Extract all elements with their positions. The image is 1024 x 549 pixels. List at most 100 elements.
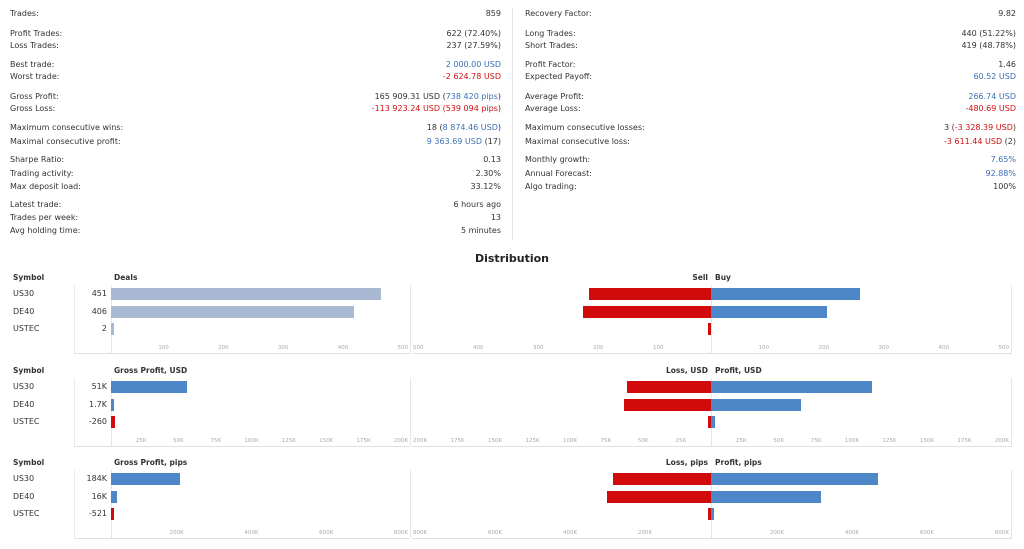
stat-label: Profit Trades: — [10, 29, 63, 38]
stat-label: Annual Forecast: — [525, 169, 592, 178]
side-chart-left-header: Loss, pips — [665, 458, 708, 467]
stat-trades-per-week: Trades per week: 13 — [10, 212, 501, 224]
side-chart-right-header: Profit, pips — [715, 458, 762, 467]
buy-bar-ustec — [711, 416, 715, 428]
stat-value-part: -113 923.24 USD ( — [371, 104, 446, 113]
grid-line — [74, 470, 75, 538]
stat-label: Max deposit load: — [10, 182, 81, 191]
sell-axis-tick: 50K — [638, 438, 649, 444]
stat-label: Maximum consecutive wins: — [10, 123, 124, 132]
stat-value: -480.69 USD — [965, 104, 1016, 113]
stat-value-part: (17) — [482, 137, 501, 146]
stat-label: Average Loss: — [525, 104, 581, 113]
trading-statistics: Trades: 859 Profit Trades: 622 (72.40%) Loss… — [10, 8, 1018, 240]
symbol-de40: DE40 — [13, 400, 35, 409]
stat-profit-factor: Profit Factor: 1.46 — [525, 59, 1016, 71]
stat-value: 2.30% — [475, 169, 501, 178]
stat-value: 13 — [490, 213, 501, 222]
stat-value: 9 363.69 USD (17) — [427, 136, 501, 148]
sell-bar-ustec — [708, 508, 711, 520]
buy-axis-tick: 300 — [878, 345, 890, 351]
stat-sharpe-ratio: Sharpe Ratio: 0.13 — [10, 154, 501, 166]
stat-gross-loss: Gross Loss: -113 923.24 USD (539 094 pips… — [10, 103, 501, 115]
stat-value-part: ) — [497, 92, 501, 101]
left-chart-header: Gross Profit, pips — [114, 458, 188, 467]
stat-value-part: ) — [1012, 123, 1016, 132]
stat-label: Profit Factor: — [525, 60, 576, 69]
grid-line — [1011, 378, 1012, 446]
stat-label: Maximal consecutive profit: — [10, 137, 121, 146]
stat-monthly-growth: Monthly growth: 7.65% — [525, 154, 1016, 166]
stat-label: Trades: — [10, 9, 39, 18]
symbol-us30: US30 — [13, 289, 35, 298]
stat-maximum-consecutive-losses: Maximum consecutive losses: 3 (-3 328.39 … — [525, 122, 1016, 134]
left-bar-ustec — [111, 416, 116, 428]
buy-bar-de40 — [711, 399, 801, 411]
grid-line — [410, 470, 411, 538]
stat-value: 5 minutes — [460, 226, 501, 235]
sell-bar-de40 — [624, 399, 711, 411]
symbol-ustec: USTEC — [13, 509, 40, 518]
row-value: 1.7K — [89, 400, 107, 409]
buy-axis-tick: 200 — [818, 345, 830, 351]
stat-value: 6 hours ago — [453, 200, 501, 209]
left-axis-tick: 50K — [173, 438, 184, 444]
stat-value: 165 909.31 USD (738 420 pips) — [375, 91, 501, 103]
left-axis-tick: 400K — [244, 530, 259, 536]
symbol-header: Symbol — [13, 366, 45, 375]
stat-label: Expected Payoff: — [525, 72, 593, 81]
stat-value: 9.82 — [998, 9, 1016, 18]
buy-axis-tick: 50K — [773, 438, 784, 444]
side-chart-right-header: Buy — [715, 273, 731, 282]
grid-line — [111, 285, 112, 353]
left-axis-tick: 200K — [169, 530, 184, 536]
buy-axis-tick: 500 — [998, 345, 1010, 351]
left-axis-tick: 200 — [218, 345, 229, 351]
sell-axis-tick: 200K — [413, 438, 428, 444]
stat-label: Long Trades: — [525, 29, 576, 38]
left-bar-ustec — [111, 508, 114, 520]
sell-axis-tick: 200K — [638, 530, 653, 536]
grid-line — [711, 285, 712, 353]
left-axis-tick: 500 — [397, 345, 409, 351]
sell-axis-tick: 400K — [563, 530, 578, 536]
left-chart-axis — [74, 538, 410, 539]
stat-algo-trading: Algo trading: 100% — [525, 181, 1016, 193]
buy-axis-tick: 400K — [844, 530, 859, 536]
stat-label: Gross Loss: — [10, 104, 56, 113]
stat-value: 33.12% — [470, 182, 501, 191]
left-bar-de40 — [111, 399, 114, 411]
sell-axis-tick: 125K — [525, 438, 540, 444]
stat-short-trades: Short Trades: 419 (48.78%) — [525, 40, 1016, 52]
stat-value: 92.88% — [985, 169, 1016, 178]
buy-axis-tick: 200K — [994, 438, 1009, 444]
stat-value-part: 9 363.69 USD — [426, 137, 483, 146]
stat-maximal-consecutive-loss: Maximal consecutive loss: -3 611.44 USD (… — [525, 136, 1016, 148]
sell-bar-us30 — [589, 288, 711, 300]
stat-label: Sharpe Ratio: — [10, 155, 65, 164]
stat-label: Latest trade: — [10, 200, 62, 209]
stat-value: 0.13 — [483, 155, 501, 164]
stat-average-profit: Average Profit: 266.74 USD — [525, 91, 1016, 103]
stat-value: 1.46 — [998, 60, 1016, 69]
row-value: -260 — [88, 417, 107, 426]
stat-value: 18 (8 874.46 USD) — [427, 122, 501, 134]
stat-label: Maximum consecutive losses: — [525, 123, 645, 132]
sell-axis-tick: 500 — [413, 345, 424, 351]
row-value: 16K — [91, 492, 107, 501]
left-bar-us30 — [111, 288, 381, 300]
sell-axis-tick: 400 — [473, 345, 484, 351]
grid-line — [410, 285, 411, 353]
stat-value: 60.52 USD — [973, 72, 1016, 81]
stat-annual-forecast: Annual Forecast: 92.88% — [525, 168, 1016, 180]
left-bar-us30 — [111, 473, 180, 485]
grid-line — [111, 378, 112, 446]
left-axis-tick: 100K — [244, 438, 259, 444]
stat-value: 622 (72.40%) — [446, 29, 501, 38]
stat-gross-profit: Gross Profit: 165 909.31 USD (738 420 pip… — [10, 91, 501, 103]
stat-max-deposit-load: Max deposit load: 33.12% — [10, 181, 501, 193]
stat-label: Gross Profit: — [10, 92, 59, 101]
sell-bar-us30 — [612, 473, 711, 485]
stat-trades: Trades: 859 — [10, 8, 501, 20]
buy-bar-de40 — [711, 491, 821, 503]
